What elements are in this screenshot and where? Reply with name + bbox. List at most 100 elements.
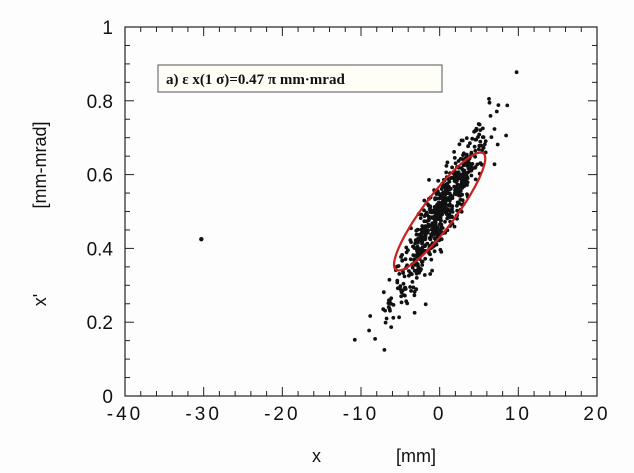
scatter-point <box>422 219 427 224</box>
scatter-point <box>454 180 458 184</box>
scatter-point <box>478 139 483 144</box>
scatter-point <box>450 194 455 199</box>
scatter-point <box>474 128 479 133</box>
scatter-point <box>437 191 441 196</box>
scatter-point <box>462 176 467 181</box>
scatter-point <box>455 173 460 178</box>
scatter-point <box>453 161 458 166</box>
scatter-point <box>429 232 433 237</box>
scatter-point <box>399 294 404 299</box>
scatter-point <box>455 200 460 205</box>
scatter-point <box>408 285 412 289</box>
scatter-point <box>433 231 438 236</box>
scatter-point <box>445 185 449 190</box>
scatter-point <box>422 273 427 277</box>
scatter-point <box>423 302 428 307</box>
scatter-point <box>417 266 421 271</box>
scatter-point <box>505 103 510 108</box>
scatter-point <box>440 191 445 196</box>
scatter-point <box>409 240 413 245</box>
scatter-point <box>476 147 481 152</box>
scatter-point <box>418 216 423 221</box>
scatter-point <box>386 305 391 309</box>
scatter-point <box>408 257 413 262</box>
axis-ticks <box>124 26 598 397</box>
scatter-point <box>426 228 430 233</box>
scatter-point <box>397 315 401 320</box>
scatter-point <box>408 271 413 275</box>
scatter-point <box>420 245 425 250</box>
scatter-points <box>199 70 519 352</box>
scatter-point <box>425 212 429 217</box>
scatter-point <box>504 133 508 138</box>
scatter-point <box>443 199 448 204</box>
scatter-point <box>494 109 499 114</box>
scatter-point <box>489 135 494 140</box>
scatter-point <box>420 263 425 267</box>
scatter-point <box>477 132 482 137</box>
scatter-point <box>419 250 424 255</box>
scatter-point <box>473 148 478 153</box>
scatter-point <box>445 216 450 221</box>
scatter-point <box>473 165 478 169</box>
scatter-point <box>426 222 431 227</box>
scatter-point <box>397 272 402 276</box>
scatter-point <box>495 142 500 147</box>
scatter-point <box>414 271 419 276</box>
scatter-point <box>388 308 392 313</box>
scatter-point <box>459 166 464 170</box>
scatter-point <box>463 180 468 185</box>
scatter-point <box>429 227 434 232</box>
scatter-point <box>412 310 417 315</box>
scatter-point <box>450 204 455 209</box>
scatter-point <box>450 165 454 170</box>
scatter-point <box>464 136 469 141</box>
scatter-point <box>461 169 466 174</box>
y-tick-label: 0.2 <box>87 313 113 334</box>
scatter-point <box>444 170 449 175</box>
scatter-point <box>468 141 472 146</box>
scatter-point <box>420 241 424 246</box>
scatter-point <box>401 281 406 286</box>
scatter-point <box>432 223 437 227</box>
scatter-point <box>420 259 425 264</box>
scatter-point <box>399 300 404 305</box>
scatter-point <box>476 122 481 126</box>
scatter-point <box>414 287 419 292</box>
scatter-point <box>445 181 450 186</box>
y-tick-labels: 0 0.2 0.4 0.6 0.8 1 <box>87 18 114 408</box>
scatter-point <box>492 127 497 131</box>
scatter-point <box>386 301 391 305</box>
x-tick-label: -40 <box>107 404 143 425</box>
scatter-point <box>466 144 470 149</box>
scatter-point <box>454 176 459 181</box>
scatter-point <box>456 159 461 163</box>
annotation-text: a) ε x(1 σ)=0.47 π mm·mrad <box>166 72 345 88</box>
scatter-point <box>399 288 403 293</box>
scatter-point <box>480 148 485 153</box>
scatter-point <box>398 284 403 289</box>
scatter-point <box>367 328 371 333</box>
scatter-point <box>483 139 488 144</box>
scatter-point <box>460 192 464 197</box>
scatter-point <box>461 153 465 158</box>
scatter-point <box>421 229 425 234</box>
scatter-point <box>402 274 407 279</box>
scatter-point <box>387 277 392 282</box>
scatter-point <box>391 303 396 307</box>
scatter-point <box>469 173 474 178</box>
scatter-point <box>514 70 519 75</box>
scatter-point <box>473 137 478 142</box>
scatter-point <box>440 200 444 205</box>
scatter-point <box>446 196 451 200</box>
scatter-point <box>403 257 408 262</box>
scatter-point <box>457 142 462 147</box>
scatter-point <box>460 138 465 143</box>
outlier-point <box>199 236 204 242</box>
scatter-point <box>470 136 475 141</box>
scatter-point <box>384 316 389 321</box>
scatter-point <box>395 278 400 283</box>
scatter-point <box>438 215 443 219</box>
scatter-point <box>432 249 437 254</box>
